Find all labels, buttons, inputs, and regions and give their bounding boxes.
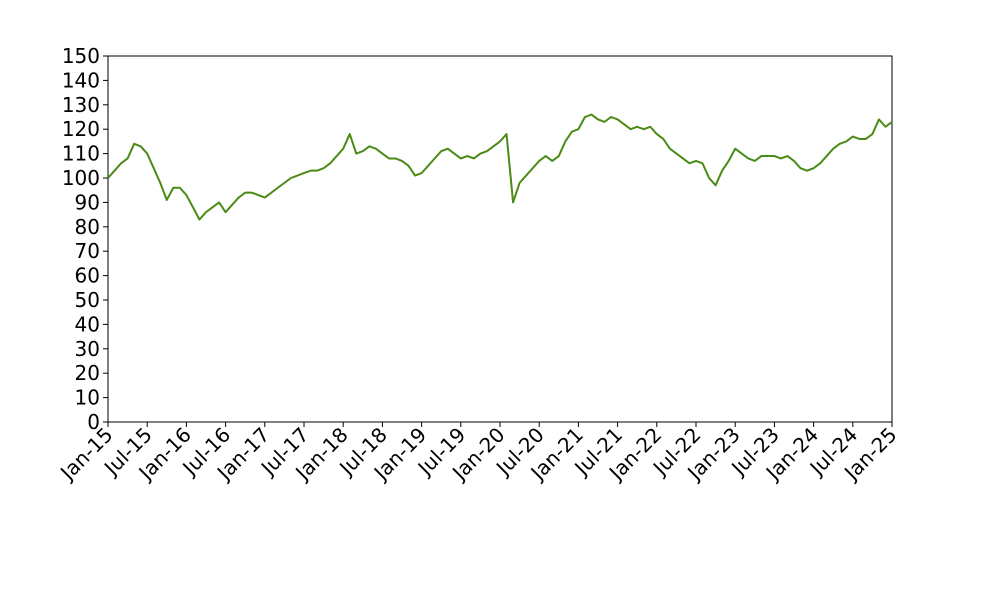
y-tick-label: 60 [75, 264, 100, 288]
y-tick-label: 30 [75, 337, 100, 361]
y-tick-label: 140 [62, 68, 100, 92]
y-tick-label: 150 [62, 44, 100, 68]
y-tick-label: 20 [75, 361, 100, 385]
y-tick-label: 130 [62, 93, 100, 117]
y-tick-label: 110 [62, 142, 100, 166]
y-tick-label: 90 [75, 190, 100, 214]
y-tick-label: 0 [87, 410, 100, 434]
y-tick-label: 40 [75, 312, 100, 336]
series-line [107, 113, 893, 221]
plot-frame [107, 55, 893, 423]
y-tick-label: 10 [75, 386, 100, 410]
y-tick-label: 70 [75, 239, 100, 263]
y-tick-label: 80 [75, 215, 100, 239]
y-tick-label: 100 [62, 166, 100, 190]
y-tick-label: 50 [75, 288, 100, 312]
y-tick-label: 120 [62, 117, 100, 141]
